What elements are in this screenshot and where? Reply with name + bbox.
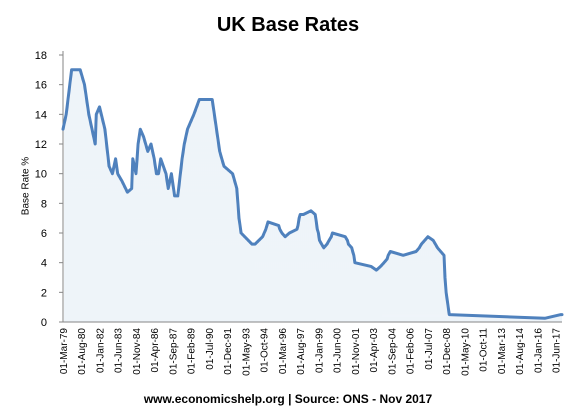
x-tick-label: 01-Jan-82	[95, 328, 106, 373]
x-tick-label: 01-Jan-99	[314, 328, 325, 373]
series-layer	[61, 68, 564, 320]
footer-source-note: www.economicshelp.org | Source: ONS - No…	[143, 392, 433, 406]
x-tick-label: 01-Jul-90	[205, 328, 216, 370]
x-tick-label: 01-Jun-83	[114, 328, 125, 373]
y-tick-label: 4	[41, 258, 47, 270]
x-tick-label: 01-Oct-11	[479, 328, 490, 372]
x-tick-label: 01-Mar-96	[278, 328, 289, 375]
x-tick-label: 01-Apr-86	[150, 328, 161, 373]
y-tick-label: 10	[35, 169, 47, 181]
y-tick-label: 14	[35, 109, 47, 121]
x-tick-label: 01-Feb-06	[406, 328, 417, 375]
x-tick-labels: 01-Mar-79 01-Aug-80 01-Jan-82 01-Jun-83 01-N…	[59, 328, 563, 376]
y-tick-label: 0	[41, 317, 47, 329]
x-tick-label: 01-Jun-00	[333, 328, 344, 373]
y-tick-label: 6	[41, 228, 47, 240]
x-tick-label: 01-Oct-94	[260, 328, 271, 373]
x-tick-label: 01-Mar-13	[497, 328, 508, 375]
area-hatch-lines	[62, 69, 562, 322]
x-tick-label: 01-May-10	[460, 328, 471, 376]
chart-title: UK Base Rates	[216, 14, 360, 36]
y-tick-labels: 0 2 4 6 8 10 12 14 16 18	[35, 50, 47, 329]
axes	[59, 51, 562, 323]
y-axis-label: Base Rate %	[20, 156, 32, 216]
x-tick-label: 01-Jul-07	[424, 328, 435, 370]
area-hatching	[62, 69, 562, 322]
x-tick-label: 01-May-93	[241, 328, 252, 376]
x-tick-label: 01-Apr-03	[369, 328, 380, 373]
x-tick-label: 01-Aug-14	[515, 328, 526, 375]
x-tick-label: 01-Jan-16	[533, 328, 544, 373]
x-tick-label: 01-Sep-87	[168, 328, 179, 375]
x-tick-label: 01-Dec-08	[442, 328, 453, 375]
y-tick-label: 2	[41, 287, 47, 299]
x-tick-label: 01-Dec-91	[223, 328, 234, 375]
x-tick-label: 01-Nov-01	[351, 328, 362, 375]
x-tick-label: 01-Mar-79	[59, 328, 70, 375]
series-line-base-rate	[61, 68, 564, 320]
x-tick-label: 01-Sep-04	[387, 328, 398, 375]
x-tick-label: 01-Jun-17	[552, 328, 563, 373]
y-tick-label: 12	[35, 139, 47, 151]
x-tick-label: 01-Feb-89	[187, 328, 198, 375]
y-tick-label: 18	[35, 50, 47, 62]
y-tick-label: 8	[41, 198, 47, 210]
x-tick-label: 01-Nov-84	[132, 328, 143, 375]
y-tick-label: 16	[35, 80, 47, 92]
x-tick-label: 01-Aug-80	[77, 328, 88, 375]
x-tick-label: 01-Aug-97	[296, 328, 307, 375]
